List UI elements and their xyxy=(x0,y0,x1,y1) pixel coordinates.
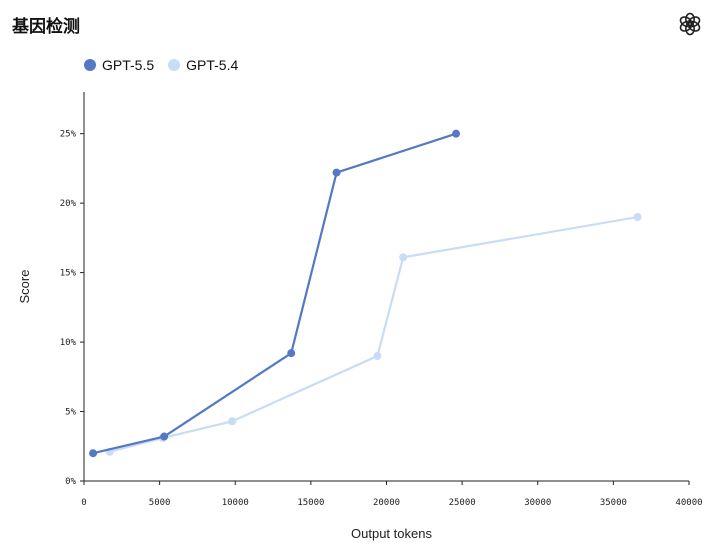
data-point-gpt-5-4[interactable] xyxy=(228,417,237,426)
data-point-gpt-5-5[interactable] xyxy=(332,168,341,177)
data-point-gpt-5-4[interactable] xyxy=(399,253,408,262)
series-line-gpt-5-4 xyxy=(109,215,638,453)
y-axis-label: Score xyxy=(17,270,32,304)
x-tick-label: 35000 xyxy=(600,498,627,508)
x-tick-label: 30000 xyxy=(524,498,551,508)
x-tick-label: 40000 xyxy=(675,498,702,508)
data-point-gpt-5-5[interactable] xyxy=(160,432,169,441)
legend-item-gpt-5-4[interactable]: GPT-5.4 xyxy=(168,57,238,73)
y-tick-label: 5% xyxy=(65,408,76,418)
series-line-gpt-5-5 xyxy=(92,132,457,455)
x-tick-label: 10000 xyxy=(222,498,249,508)
legend-swatch-gpt-5-5 xyxy=(84,59,96,71)
x-tick-label: 25000 xyxy=(449,498,476,508)
x-axis-label: Output tokens xyxy=(351,526,432,541)
data-point-gpt-5-5[interactable] xyxy=(89,449,98,458)
data-point-gpt-5-5[interactable] xyxy=(287,349,296,358)
y-tick-label: 0% xyxy=(65,477,76,487)
y-tick-label: 25% xyxy=(60,130,77,140)
legend-label-gpt-5-4: GPT-5.4 xyxy=(186,57,239,73)
x-tick-label: 5000 xyxy=(149,498,171,508)
data-point-gpt-5-4[interactable] xyxy=(633,213,642,222)
data-point-gpt-5-4[interactable] xyxy=(373,351,382,360)
chart-legend: GPT-5.5 GPT-5.4 xyxy=(84,57,238,73)
x-tick-label: 0 xyxy=(81,498,86,508)
y-tick-label: 10% xyxy=(60,338,77,348)
legend-label-gpt-5-5: GPT-5.5 xyxy=(102,57,155,73)
y-tick-label: 20% xyxy=(60,199,77,209)
x-tick-label: 15000 xyxy=(297,498,324,508)
x-tick-label: 20000 xyxy=(373,498,400,508)
openai-logo-icon xyxy=(679,12,701,36)
page-title: 基因检测 xyxy=(12,17,80,37)
y-tick-label: 15% xyxy=(60,269,77,279)
legend-swatch-gpt-5-4 xyxy=(168,59,181,71)
legend-item-gpt-5-5[interactable]: GPT-5.5 xyxy=(84,57,154,73)
data-point-gpt-5-5[interactable] xyxy=(452,129,461,138)
